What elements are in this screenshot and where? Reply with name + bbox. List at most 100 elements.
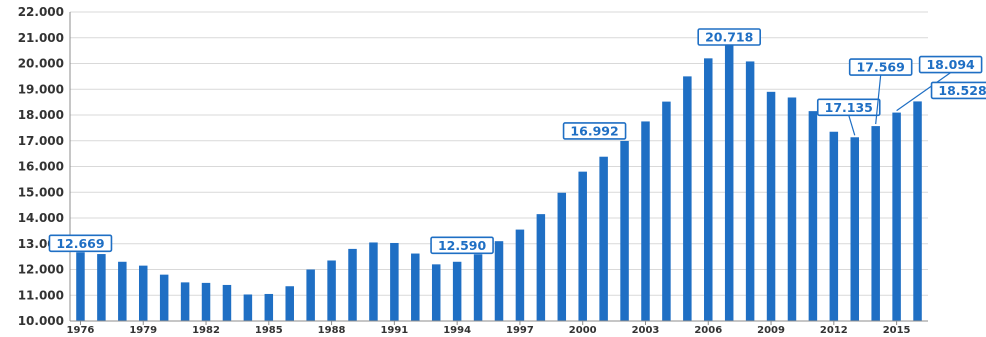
bar-1990 <box>369 242 378 321</box>
x-tick-label: 2006 <box>694 325 722 336</box>
chart-gridlines <box>70 11 928 296</box>
callout-2015: 18.094 <box>896 55 983 112</box>
bar-1993 <box>431 264 441 321</box>
x-tick-label: 2012 <box>820 325 848 336</box>
x-tick-label: 1982 <box>192 325 220 336</box>
y-tick-label: 18.000 <box>18 108 64 122</box>
callout-box <box>48 234 113 253</box>
callout-2013: 17.135 <box>816 98 881 136</box>
y-tick-label: 14.000 <box>18 211 64 225</box>
bar-2003 <box>641 121 650 321</box>
bar-1995 <box>473 254 483 321</box>
callout-label: 12.590 <box>438 238 487 253</box>
bar-2000 <box>578 171 587 321</box>
callout-box <box>562 122 627 140</box>
bar-1996 <box>494 241 504 321</box>
callout-box <box>816 98 881 117</box>
bar-2007 <box>724 45 734 321</box>
bar-2010 <box>787 97 797 322</box>
bar-1984 <box>243 294 253 321</box>
bar-1980 <box>159 274 169 321</box>
y-tick-label: 21.000 <box>18 31 64 45</box>
bar-2004 <box>662 101 671 321</box>
callout-box <box>848 58 913 76</box>
bar-1994 <box>452 261 462 321</box>
x-tick-label: 2015 <box>883 325 911 336</box>
x-tick-label: 1985 <box>255 325 283 336</box>
bar-2001 <box>599 156 608 321</box>
bar-2006 <box>704 58 713 321</box>
bar-2013 <box>850 137 860 321</box>
x-tick-label: 2003 <box>632 325 660 336</box>
y-tick-label: 15.000 <box>18 185 64 199</box>
callout-leader <box>875 75 882 125</box>
callout-2014: 17.569 <box>848 58 913 125</box>
y-tick-label: 10.000 <box>18 314 64 328</box>
bar-1999 <box>557 192 567 321</box>
bar-2014 <box>871 126 880 321</box>
bar-1988 <box>327 260 336 321</box>
bar-2015 <box>892 112 901 321</box>
callout-box <box>930 81 986 100</box>
callout-box <box>918 55 983 74</box>
y-tick-label: 19.000 <box>18 82 64 96</box>
bar-1978 <box>118 261 127 321</box>
x-tick-label: 2000 <box>569 325 597 336</box>
callout-label: 18.528 <box>938 83 986 98</box>
x-tick-label: 1988 <box>318 325 346 336</box>
bar-1981 <box>180 282 190 321</box>
bar-1979 <box>138 265 148 321</box>
bar-1997 <box>515 229 525 321</box>
callout-label: 18.094 <box>926 57 975 72</box>
callout-label: 20.718 <box>705 30 753 45</box>
x-tick-label: 1991 <box>380 325 408 336</box>
y-axis-tick-labels: 10.00011.00012.00013.00014.00015.00016.0… <box>18 5 64 328</box>
bar-2002 <box>620 140 629 321</box>
bar-1991 <box>390 242 399 321</box>
callout-2002: 16.992 <box>562 122 627 140</box>
bar-2005 <box>683 76 692 321</box>
callout-2007: 20.718 <box>697 28 761 46</box>
bar-2012 <box>829 131 839 321</box>
y-tick-label: 20.000 <box>18 57 64 71</box>
callout-leader <box>848 115 856 136</box>
bar-1985 <box>264 293 274 321</box>
callout-label: 12.669 <box>56 236 104 251</box>
bar-2016 <box>913 101 922 322</box>
callout-leader <box>896 72 951 112</box>
x-tick-label: 1979 <box>129 325 157 336</box>
bar-1983 <box>222 284 232 321</box>
y-tick-label: 16.000 <box>18 160 64 174</box>
bar-2008 <box>745 61 755 321</box>
bar-1998 <box>536 214 546 321</box>
data-callouts: 12.669 12.590 16.992 20.718 17.135 17.569 18.0… <box>48 28 986 255</box>
x-axis-tick-labels: 1976 1979 1982 1985 1988 1991 1994 1997 2000 2003… <box>67 321 911 336</box>
bar-1982 <box>201 282 211 321</box>
callout-2016: 18.528 <box>930 81 986 100</box>
callout-label: 17.569 <box>857 60 905 75</box>
bar-2011 <box>808 111 818 321</box>
bar-2009 <box>766 91 776 321</box>
chart-bars <box>76 45 922 322</box>
callout-box <box>430 236 494 255</box>
callout-1976: 12.669 <box>48 234 113 253</box>
callout-box <box>697 28 761 46</box>
x-tick-label: 1976 <box>67 325 95 336</box>
y-tick-label: 11.000 <box>18 288 64 302</box>
callout-label: 16.992 <box>570 123 618 138</box>
y-tick-label: 22.000 <box>18 5 64 19</box>
x-tick-label: 1997 <box>506 325 534 336</box>
callout-label: 17.135 <box>825 100 873 115</box>
x-tick-label: 1994 <box>443 325 471 336</box>
bar-1977 <box>97 254 106 321</box>
bar-1992 <box>411 253 420 321</box>
x-tick-label: 2009 <box>757 325 785 336</box>
callout-1995: 12.590 <box>430 236 494 255</box>
y-tick-label: 12.000 <box>18 263 64 277</box>
bar-1976 <box>76 252 85 321</box>
bar-1989 <box>348 248 357 321</box>
bar-1986 <box>285 286 294 321</box>
y-tick-label: 17.000 <box>18 134 64 148</box>
bar-1987 <box>306 269 315 321</box>
